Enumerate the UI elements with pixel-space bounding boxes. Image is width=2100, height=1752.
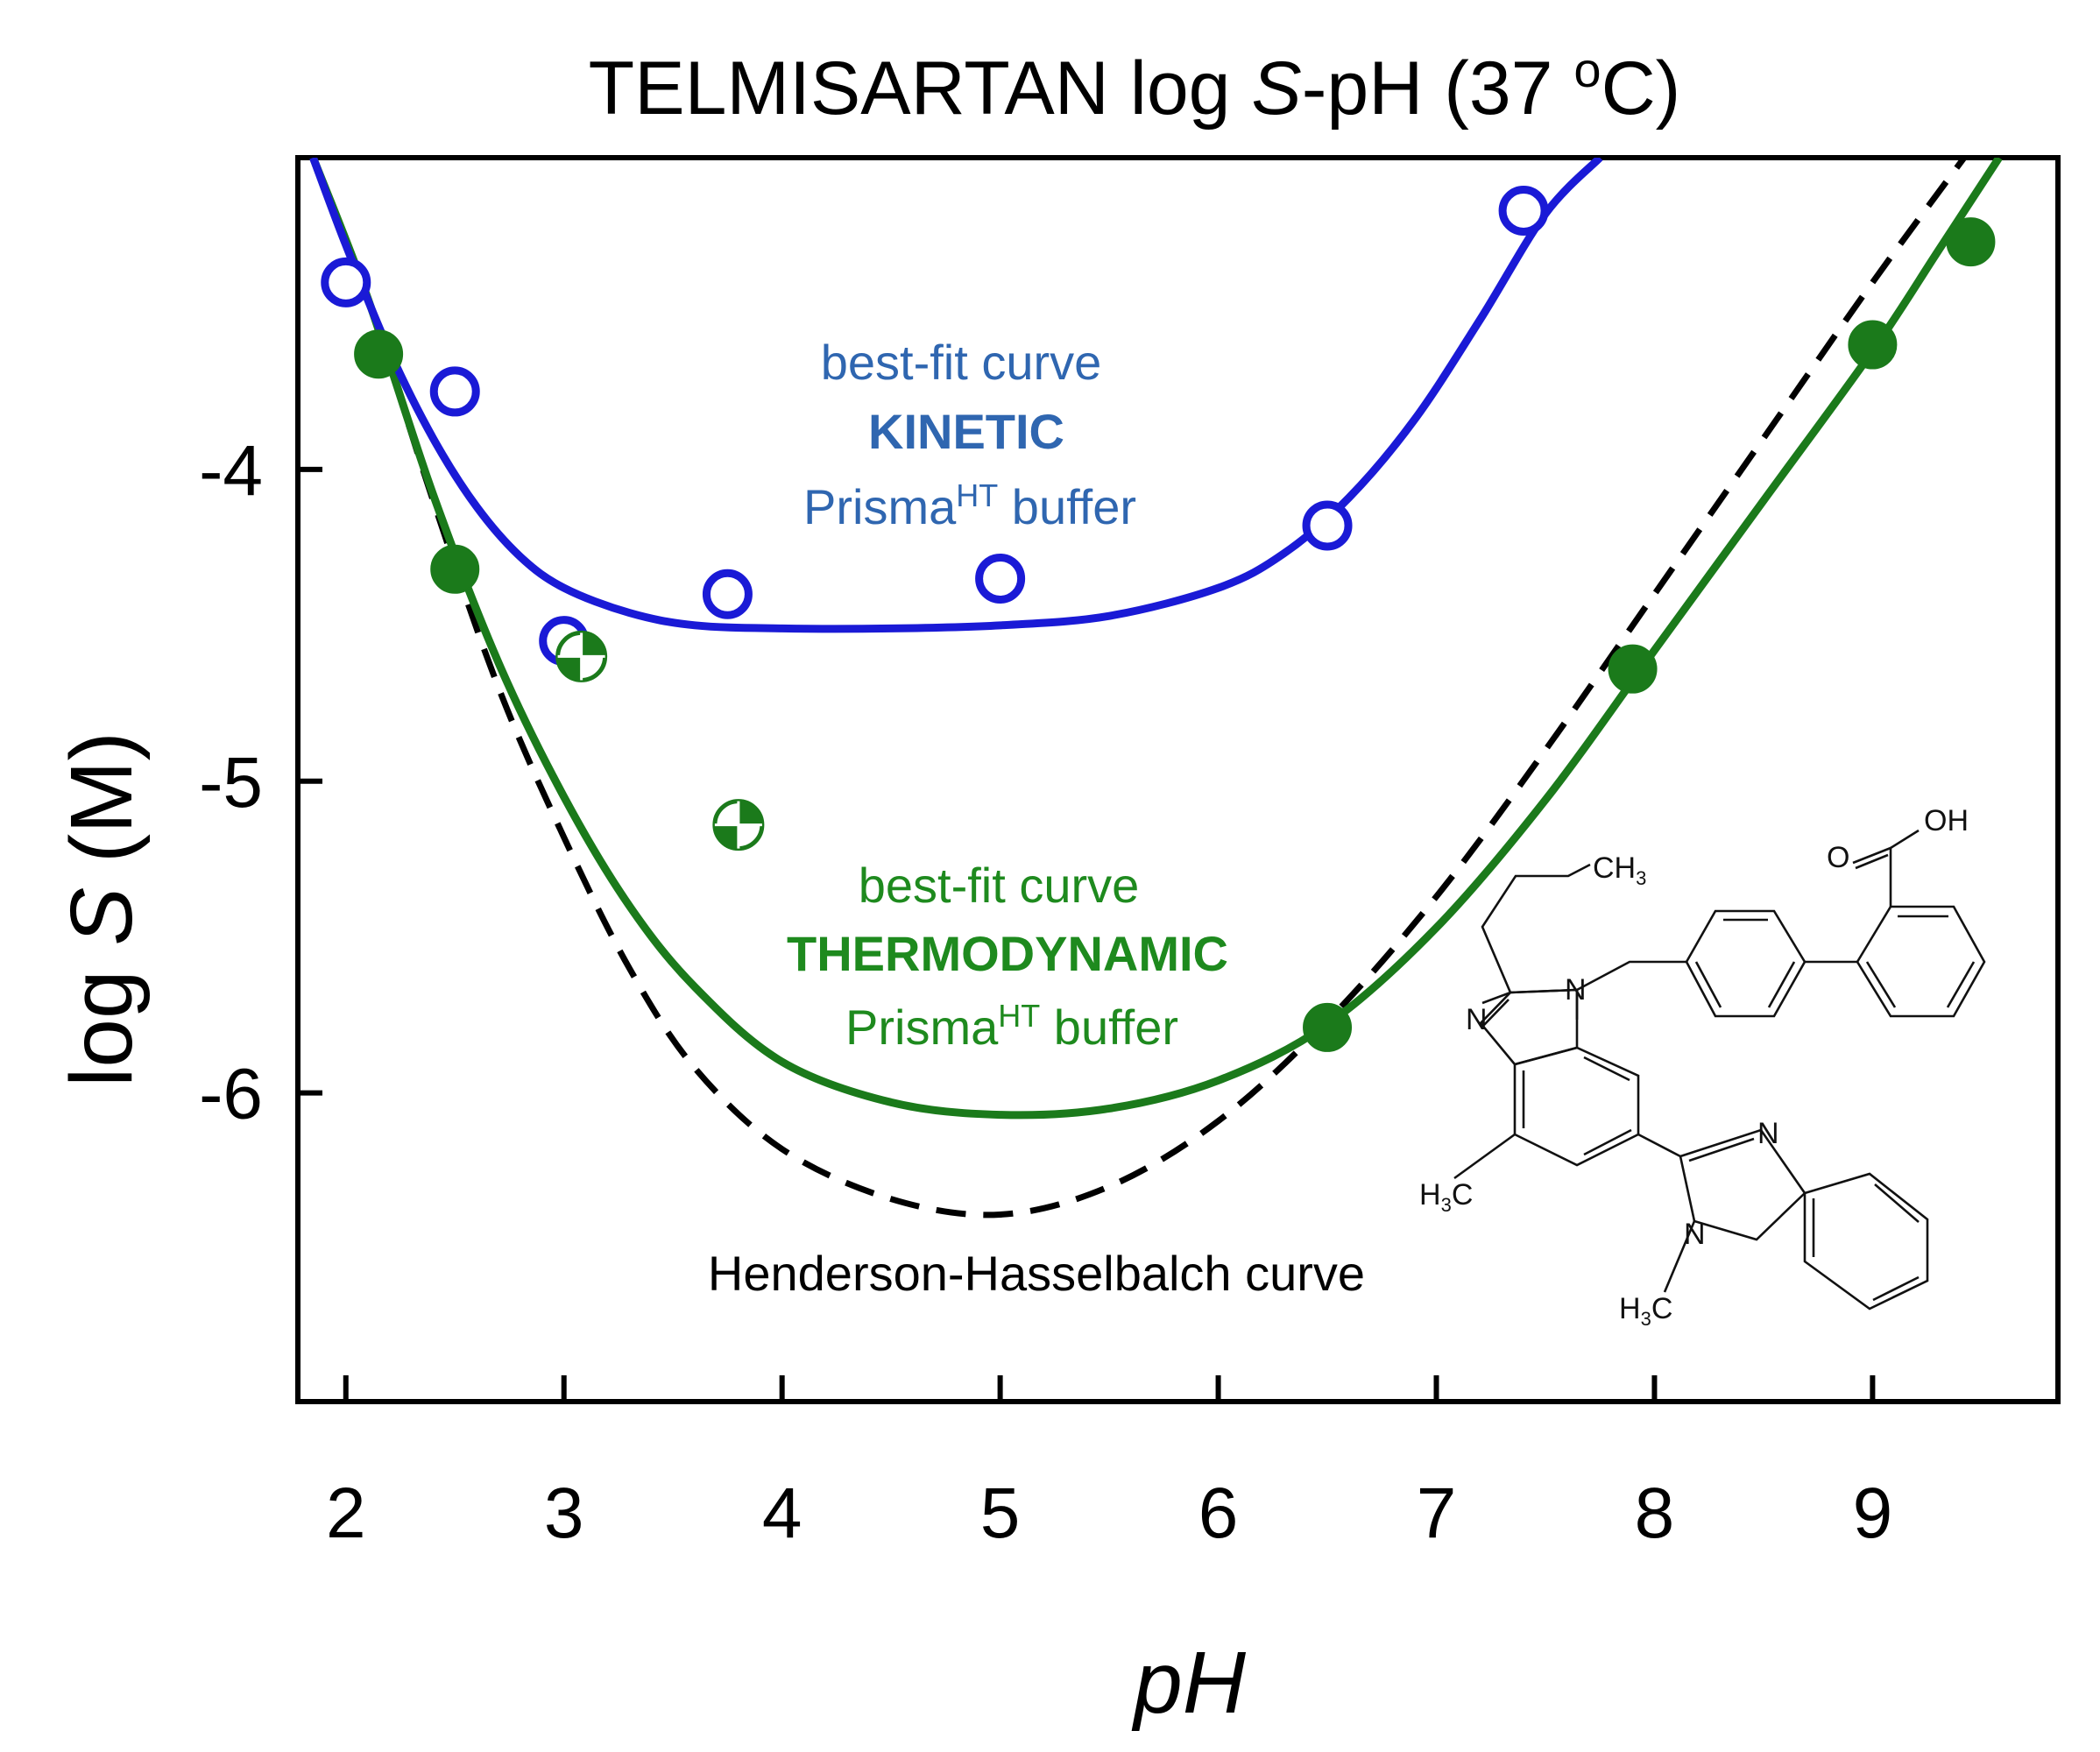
y-axis-label: log S (M) (53, 731, 151, 1087)
mol-o-label: O (1827, 841, 1849, 874)
mol-oh-label: OH (1924, 804, 1969, 837)
thermo-ann-prisma: Prisma (845, 1000, 999, 1055)
kinetic-point (321, 257, 371, 307)
x-tick-label: 5 (980, 1473, 1021, 1553)
mol-h3c-sub: 3 (1441, 1194, 1452, 1216)
plot-frame (295, 155, 2061, 1404)
title-degree: o (1573, 42, 1601, 97)
y-label-prefix: log (53, 946, 151, 1087)
mol-ch3-sub: 3 (1636, 867, 1646, 889)
kinetic-point (702, 569, 753, 619)
kinetic-ann-ht: HT (956, 477, 998, 513)
quartered-point-q1 (738, 801, 762, 825)
quartered-point-q3 (714, 824, 739, 849)
y-tick-label: -6 (199, 1055, 263, 1134)
thermo-point (1946, 217, 1996, 267)
molecule-structure (1453, 829, 1986, 1310)
x-tick-label: 7 (1417, 1473, 1457, 1553)
thermo-ann-line2: THERMODYNAMIC (787, 926, 1228, 981)
kinetic-ann-buffer: buffer (998, 479, 1136, 534)
x-tick-label: 2 (326, 1473, 366, 1553)
title-unit: C) (1602, 46, 1681, 131)
mol-n4-label: N (1684, 1218, 1706, 1251)
x-tick-label: 4 (762, 1473, 803, 1553)
kinetic-point (1498, 186, 1549, 237)
y-label-suffix: (M) (53, 731, 151, 887)
mol-h3c-label: H3C (1419, 1178, 1473, 1216)
mol-nh3c-c: C (1651, 1292, 1673, 1325)
thermo-point (1303, 1002, 1353, 1052)
x-tick-label: 6 (1198, 1473, 1239, 1553)
mol-nh3c-sub: 3 (1641, 1308, 1651, 1330)
title-suffix: -pH (37 (1302, 46, 1574, 131)
hh-annotation: Henderson-Hasselbalch curve (708, 1246, 1365, 1301)
x-tick-label: 9 (1853, 1473, 1893, 1553)
thermo-ann-buffer: buffer (1040, 1000, 1178, 1055)
thermo-point (354, 329, 404, 379)
mol-n1-label: N (1466, 1003, 1488, 1036)
points-layer (321, 186, 1996, 1052)
title-main: TELMISARTAN log (589, 46, 1252, 131)
x-tick-label: 8 (1635, 1473, 1675, 1553)
thermo-ann-line1: best-fit curve (859, 858, 1140, 913)
kinetic-ann-line1: best-fit curve (821, 335, 1102, 390)
thermo-quartered-point (555, 630, 608, 682)
mol-ch3-label: CH3 (1593, 851, 1646, 889)
mol-ch3-main: CH (1593, 851, 1636, 885)
x-tick-label: 3 (544, 1473, 584, 1553)
mol-n2-label: N (1565, 973, 1587, 1007)
thermo-quartered-point (712, 799, 765, 851)
thermo-ann-line3: PrismaHT buffer (845, 998, 1178, 1056)
mol-h3c-c: C (1452, 1178, 1474, 1212)
mol-n3-label: N (1757, 1117, 1779, 1150)
thermo-point (430, 544, 480, 594)
kinetic-curve (309, 158, 1603, 633)
kinetic-point (975, 553, 1026, 604)
kinetic-annotation: best-fit curve KINETIC PrismaHT buffer (803, 335, 1136, 534)
chart-title: TELMISARTAN log S-pH (37 oC) (589, 42, 1681, 131)
y-tick-label: -5 (199, 743, 263, 823)
mol-nh3c-label: H3C (1619, 1292, 1672, 1330)
quartered-point-q3 (557, 656, 582, 681)
thermo-annotation: best-fit curve THERMODYNAMIC PrismaHT bu… (787, 858, 1228, 1055)
y-label-italic: S (53, 887, 151, 946)
axes-layer: 2 3 4 5 6 7 8 9 -4 -5 -6 (199, 431, 1892, 1553)
thermo-point (1608, 644, 1658, 694)
mol-nh3c-h: H (1619, 1292, 1641, 1325)
x-axis-label: pH (1131, 1634, 1247, 1732)
kinetic-ann-line2: KINETIC (868, 404, 1064, 459)
molecule-labels: OH O CH3 N N N N H3C H3C (1419, 804, 1969, 1330)
thermo-curve (309, 158, 2003, 1120)
quartered-point-q1 (581, 632, 605, 657)
mol-h3c-h: H (1419, 1178, 1441, 1212)
curves-layer (309, 158, 2003, 1219)
y-tick-label: -4 (199, 431, 263, 511)
thermo-ann-ht: HT (998, 998, 1040, 1034)
kinetic-point (429, 366, 480, 417)
title-italic: S (1251, 46, 1301, 131)
kinetic-ann-prisma: Prisma (803, 479, 957, 534)
kinetic-ann-line3: PrismaHT buffer (803, 477, 1136, 535)
kinetic-point (1302, 500, 1353, 551)
hh-curve (310, 158, 1967, 1219)
thermo-point (1848, 320, 1898, 370)
